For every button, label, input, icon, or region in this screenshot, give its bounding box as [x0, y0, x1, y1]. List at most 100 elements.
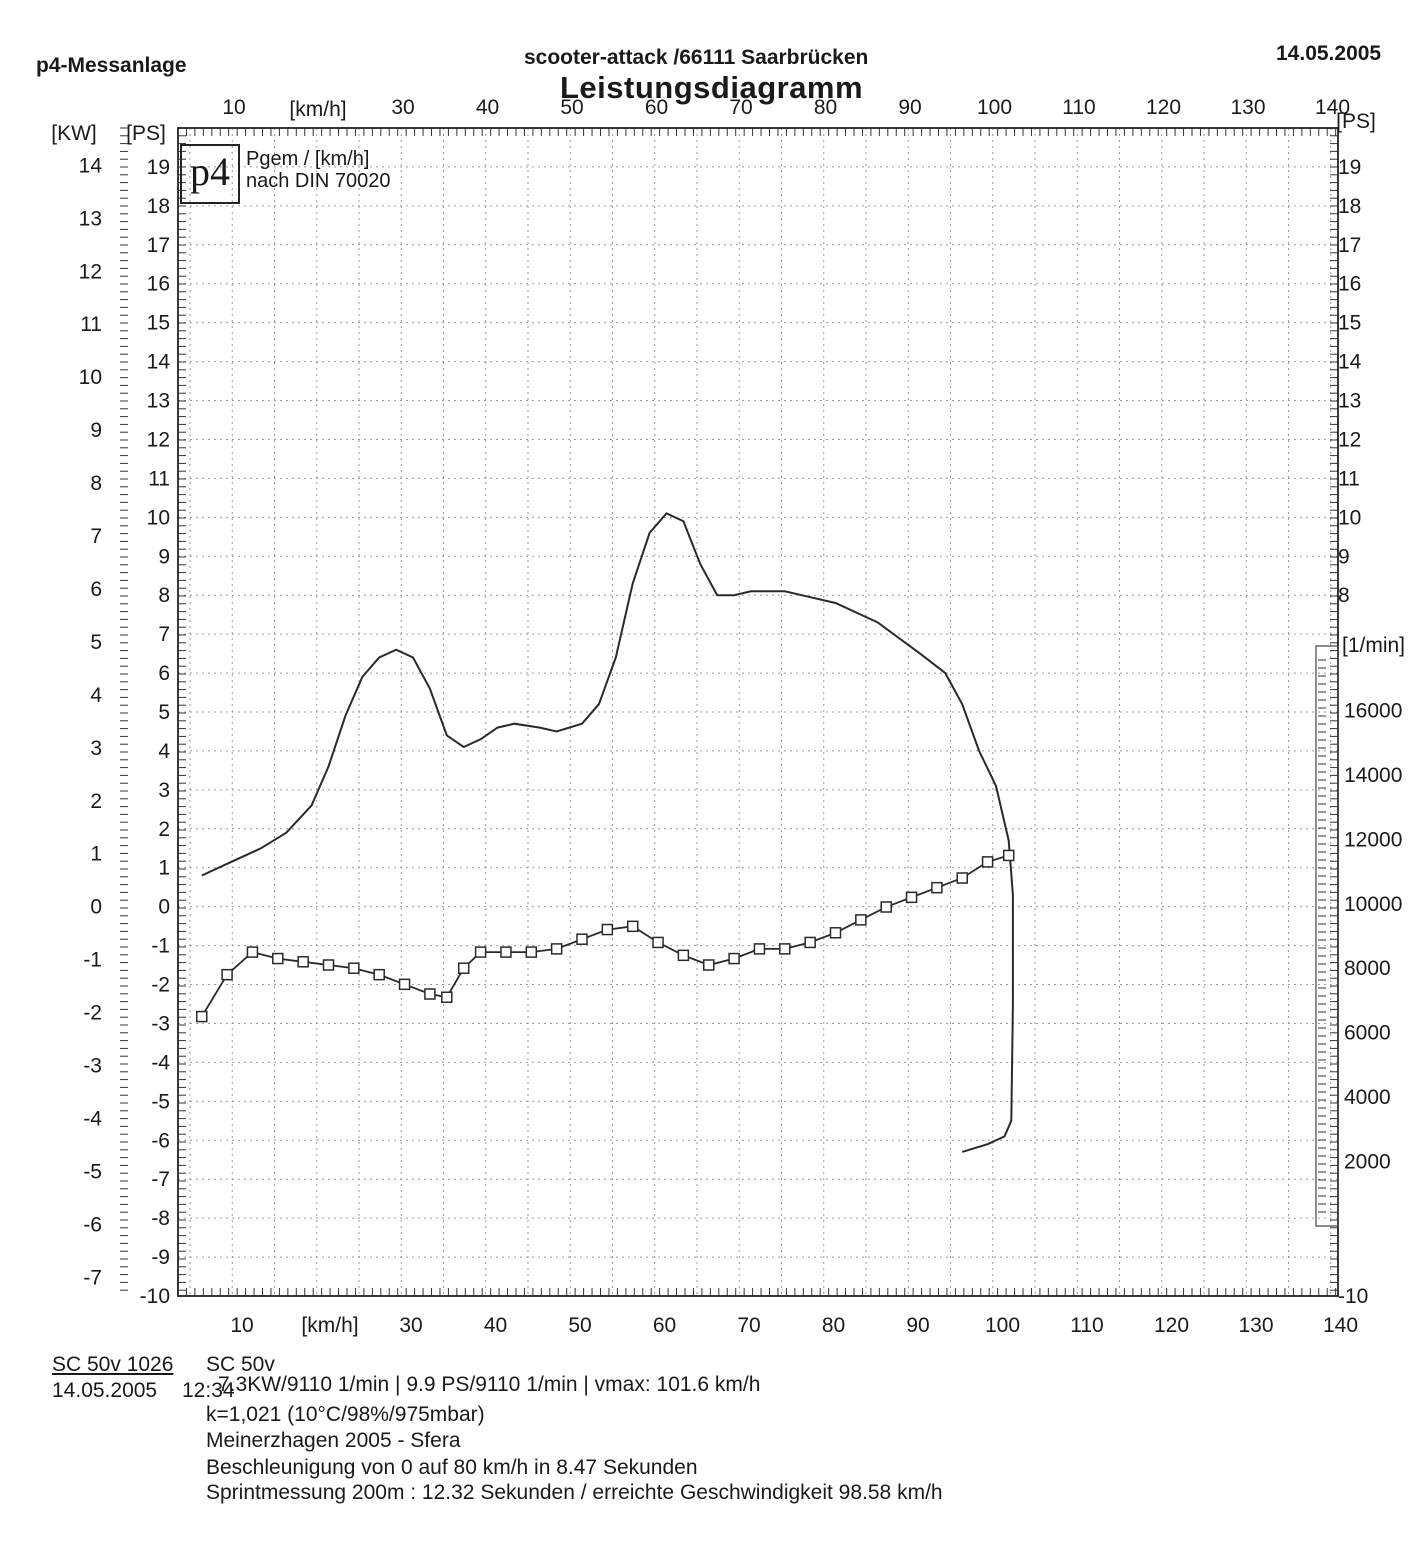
axis-labels: 1010303040405050606070708080909010010011…: [51, 96, 1405, 1337]
x-axis-label-bottom: [km/h]: [301, 1314, 358, 1337]
x-tick-label-top: 10: [222, 96, 245, 119]
ps-tick-label-left: 10: [147, 506, 170, 529]
ps-tick-label-left: -4: [151, 1051, 170, 1074]
station-label: p4-Messanlage: [36, 54, 187, 77]
ps-tick-label-left: -2: [151, 974, 170, 997]
rpm-marker: [652, 936, 664, 949]
x-tick-label-bottom: 50: [568, 1314, 591, 1337]
ps-tick-label-right: 9: [1338, 545, 1350, 568]
rpm-marker: [626, 920, 639, 933]
ps-tick-label-left: 8: [158, 584, 170, 607]
kw-tick-label: 1: [90, 843, 102, 866]
x-tick-label-bottom: 30: [399, 1314, 422, 1337]
rpm-marker: [457, 962, 470, 974]
ps-tick-label-right: 15: [1338, 312, 1361, 335]
rpm-tick-label: 2000: [1344, 1151, 1391, 1174]
ps-tick-label-right: 18: [1338, 195, 1361, 218]
kw-tick-label: 3: [90, 737, 102, 760]
ps-tick-label-left: 15: [147, 312, 170, 335]
p4-logo: p4: [180, 144, 240, 204]
rpm-tick-label: 16000: [1344, 699, 1402, 722]
rpm-marker: [905, 891, 918, 904]
measure-date: 14.05.2005: [52, 1379, 158, 1402]
ps-tick-label-left: -6: [151, 1129, 170, 1152]
rpm-marker: [981, 856, 994, 868]
kw-tick-label: 11: [80, 313, 102, 336]
sprint-result: Sprintmessung 200m : 12.32 Sekunden / er…: [206, 1481, 943, 1504]
legend-text: Pgem / [km/h] nach DIN 70020: [246, 148, 391, 192]
kw-tick-label: 6: [90, 578, 102, 601]
ps-tick-label-left: -1: [151, 935, 170, 958]
ps-tick-label-left: -5: [151, 1090, 170, 1113]
rpm-marker: [297, 956, 309, 968]
rpm-marker: [703, 959, 715, 971]
result-summary: 7.3KW/9110 1/min | 9.9 PS/9110 1/min | v…: [218, 1373, 761, 1396]
x-tick-label-top: 140: [1315, 96, 1350, 119]
ps-tick-label-left: 0: [158, 896, 170, 919]
ps-axis-label-left: [PS]: [126, 122, 166, 145]
kw-tick-label: 5: [90, 631, 102, 654]
rpm-marker: [779, 943, 791, 955]
x-tick-label-bottom: 110: [1070, 1314, 1103, 1337]
rpm-marker: [441, 991, 453, 1003]
ps-tick-label-left: -8: [151, 1207, 170, 1230]
kw-tick-label: 14: [79, 154, 103, 177]
ps-tick-label-left: 2: [158, 818, 170, 841]
rpm-curve: [201, 854, 1009, 1018]
ps-tick-label-left: 17: [147, 234, 170, 257]
x-tick-label-top: 110: [1062, 96, 1095, 119]
data-series: [196, 512, 1015, 1153]
rpm-marker: [500, 946, 512, 958]
rpm-marker: [677, 949, 690, 962]
kw-tick-label: -2: [83, 1002, 102, 1025]
rpm-marker: [855, 914, 867, 926]
kw-tick-label: 10: [79, 366, 102, 389]
ps-tick-label-right: 10: [1338, 506, 1361, 529]
kw-tick-label: -4: [83, 1107, 102, 1130]
ps-tick-label-right: 13: [1338, 390, 1361, 413]
rpm-tick-label: 6000: [1344, 1022, 1391, 1045]
rpm-axis-frame: [1315, 645, 1339, 1227]
kw-tick-label: 4: [90, 684, 102, 707]
ps-tick-label-left: 3: [158, 779, 170, 802]
rpm-marker: [246, 946, 259, 958]
kw-tick-label: 13: [79, 207, 102, 230]
ps-tick-label-left: -9: [151, 1246, 170, 1269]
location: Meinerzhagen 2005 - Sfera: [206, 1429, 461, 1452]
rpm-marker: [1002, 849, 1015, 862]
kw-tick-label: 8: [90, 472, 102, 495]
legend-line-2: nach DIN 70020: [246, 170, 391, 192]
rpm-marker: [272, 952, 284, 965]
ps-tick-label-right: -10: [1338, 1285, 1368, 1308]
rpm-marker: [576, 933, 588, 945]
vehicle-name: SC 50v 1026: [52, 1353, 174, 1376]
rpm-marker: [373, 968, 385, 981]
rpm-tick-label: 12000: [1344, 828, 1402, 851]
x-tick-label-top: 100: [977, 96, 1012, 119]
power-curve: [201, 512, 1014, 1153]
rpm-tick-label: 10000: [1344, 893, 1402, 916]
ps-tick-label-right: 17: [1338, 234, 1361, 257]
x-tick-label-top: 80: [814, 96, 837, 119]
rpm-marker: [221, 968, 233, 981]
x-tick-label-bottom: 80: [822, 1314, 845, 1337]
rpm-marker: [753, 943, 766, 955]
ps-tick-label-left: -3: [151, 1012, 170, 1035]
ps-tick-label-left: 18: [147, 195, 170, 218]
kw-tick-label: 12: [79, 260, 102, 283]
rpm-marker: [322, 959, 335, 971]
kw-tick-label: -5: [83, 1160, 102, 1183]
ps-tick-label-left: 19: [147, 156, 170, 179]
rpm-tick-label: 4000: [1344, 1086, 1391, 1109]
x-tick-label-top: 130: [1230, 96, 1265, 119]
x-axis-label-top: [km/h]: [289, 98, 346, 121]
x-tick-label-bottom: 70: [737, 1314, 760, 1337]
ps-tick-label-left: 11: [148, 467, 170, 490]
rpm-marker: [829, 927, 842, 939]
ps-tick-label-right: 16: [1338, 273, 1361, 296]
x-tick-label-bottom: 140: [1323, 1314, 1358, 1337]
x-tick-label-bottom: 90: [906, 1314, 929, 1337]
rpm-marker: [956, 872, 968, 884]
kw-tick-label: 0: [90, 896, 102, 919]
